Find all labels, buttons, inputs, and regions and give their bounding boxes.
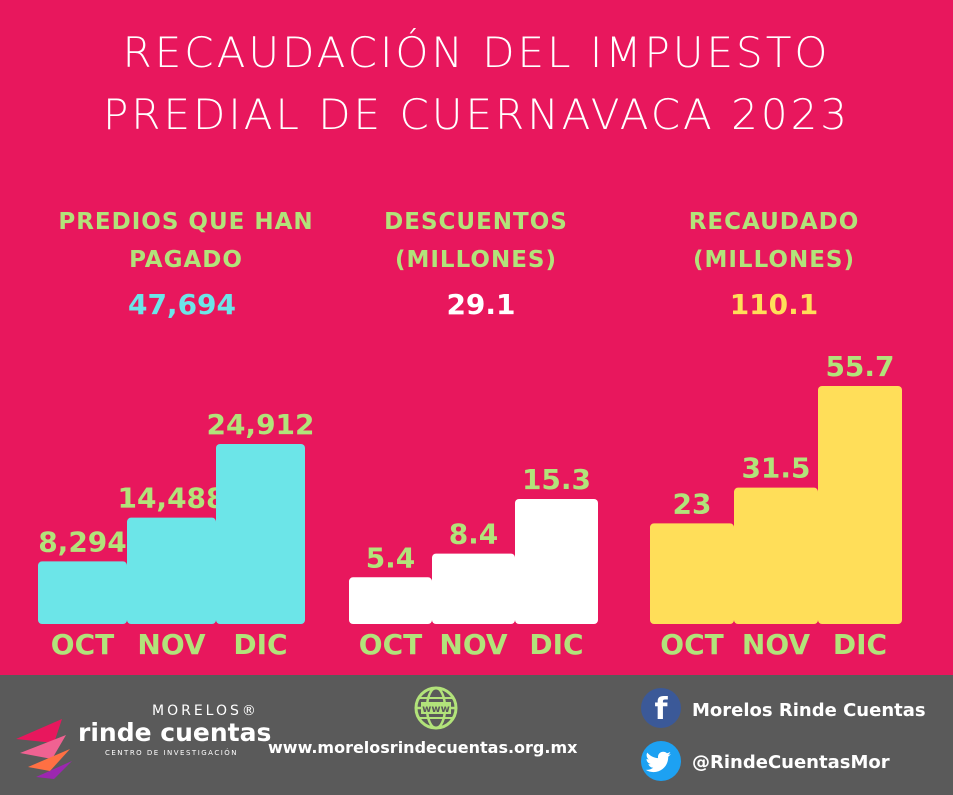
infographic-title: RECAUDACIÓN DEL IMPUESTO PREDIAL DE CUER… xyxy=(0,22,953,146)
tick-label-recaudado-nov: NOV xyxy=(742,628,810,661)
panel-heading-predios: PREDIOS QUE HAN PAGADO xyxy=(36,203,336,279)
total-predios: 47,694 xyxy=(127,288,237,321)
total-descuentos: 29.1 xyxy=(446,288,516,321)
title-line-1: RECAUDACIÓN DEL IMPUESTO xyxy=(122,28,831,77)
data-label-descuentos-dic: 15.3 xyxy=(522,463,591,496)
rinde-cuentas-logo-icon xyxy=(16,719,72,779)
twitter-bird-icon xyxy=(645,751,671,773)
data-label-predios-nov: 14,488 xyxy=(117,482,225,515)
data-label-predios-dic: 24,912 xyxy=(206,408,314,441)
panel-heading-predios-line1: PREDIOS QUE HAN xyxy=(58,209,314,235)
data-label-recaudado-dic: 55.7 xyxy=(825,350,894,383)
panel-heading-recaudado-line2: (MILLONES) xyxy=(692,247,856,273)
tick-label-recaudado-dic: DIC xyxy=(833,628,887,661)
bar-predios-nov xyxy=(127,517,216,624)
bar-predios-dic xyxy=(216,444,305,624)
facebook-icon[interactable]: f xyxy=(641,688,681,728)
data-label-predios-oct: 8,294 xyxy=(38,525,127,558)
bar-recaudado-dic xyxy=(818,386,902,624)
facebook-handle[interactable]: Morelos Rinde Cuentas xyxy=(692,700,926,721)
tick-label-predios-nov: NOV xyxy=(137,628,205,661)
bar-charts: 8,294 OCT 14,488 NOV 24,912 DIC 5.4 OCT 8.4 NOV 15… xyxy=(38,350,902,661)
website-link[interactable]: www.morelosrindecuentas.org.mx xyxy=(268,738,578,757)
logo-subtitle-text: CENTRO DE INVESTIGACIÓN xyxy=(105,749,239,757)
tick-label-predios-dic: DIC xyxy=(233,628,287,661)
bar-descuentos-dic xyxy=(515,499,598,624)
tick-label-predios-oct: OCT xyxy=(51,628,114,661)
bar-recaudado-nov xyxy=(734,487,818,624)
bar-descuentos-oct xyxy=(349,577,432,624)
data-label-recaudado-nov: 31.5 xyxy=(741,452,810,485)
www-globe-icon: www xyxy=(414,686,458,730)
panel-heading-recaudado: RECAUDADO (MILLONES) xyxy=(624,203,924,279)
data-label-descuentos-nov: 8.4 xyxy=(449,518,499,551)
panel-heading-predios-line2: PAGADO xyxy=(129,247,243,273)
logo-morelos-text: MORELOS® xyxy=(152,703,259,719)
tick-label-recaudado-oct: OCT xyxy=(660,628,723,661)
tick-label-descuentos-dic: DIC xyxy=(529,628,583,661)
panel-heading-descuentos: DESCUENTOS (MILLONES) xyxy=(326,203,626,279)
www-icon-text: www xyxy=(422,704,450,715)
title-line-2: PREDIAL DE CUERNAVACA 2023 xyxy=(102,90,851,139)
twitter-icon[interactable] xyxy=(641,741,681,781)
panel-heading-descuentos-line1: DESCUENTOS xyxy=(384,209,568,235)
footer: MORELOS® rinde cuentas CENTRO DE INVESTI… xyxy=(0,675,953,795)
panel-heading-recaudado-line1: RECAUDADO xyxy=(688,209,860,235)
total-recaudado: 110.1 xyxy=(729,288,819,321)
logo-rinde-cuentas-text: rinde cuentas xyxy=(78,718,272,747)
tick-label-descuentos-oct: OCT xyxy=(359,628,422,661)
twitter-handle[interactable]: @RindeCuentasMor xyxy=(692,752,890,773)
panel-heading-descuentos-line2: (MILLONES) xyxy=(394,247,558,273)
data-label-recaudado-oct: 23 xyxy=(673,487,712,520)
data-label-descuentos-oct: 5.4 xyxy=(366,541,416,574)
tick-label-descuentos-nov: NOV xyxy=(439,628,507,661)
bar-descuentos-nov xyxy=(432,553,515,624)
bar-predios-oct xyxy=(38,561,127,624)
bar-recaudado-oct xyxy=(650,523,734,624)
